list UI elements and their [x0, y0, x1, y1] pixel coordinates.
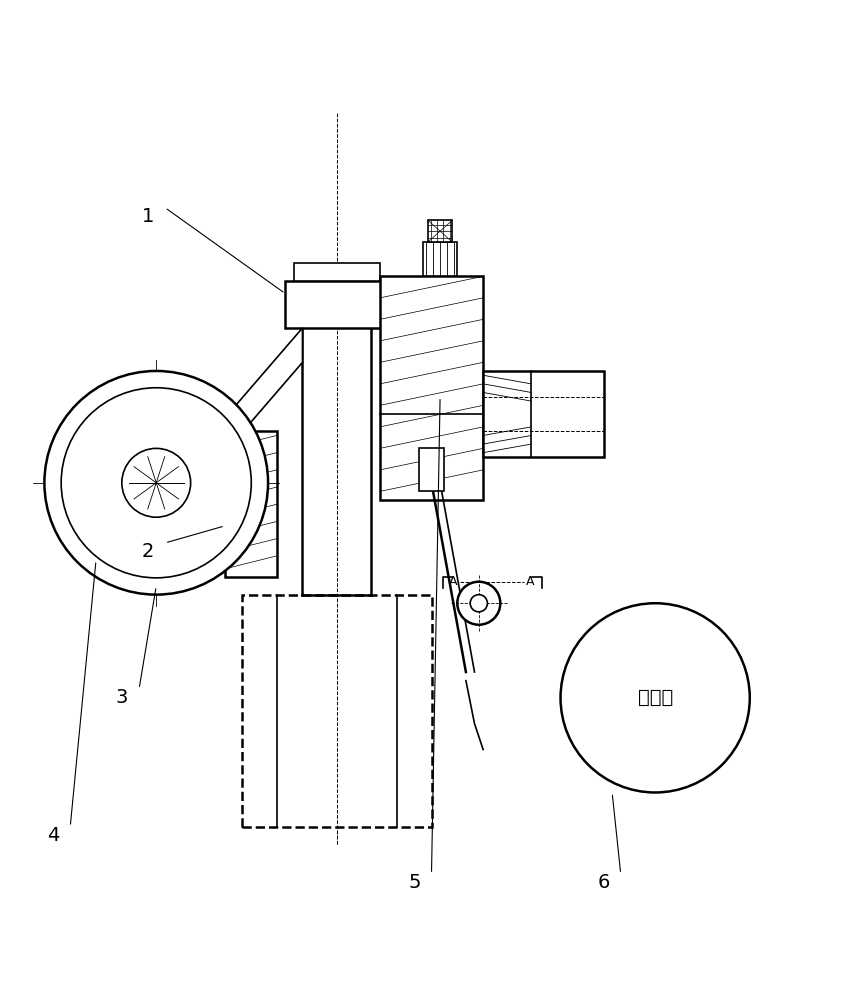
- Circle shape: [122, 448, 191, 517]
- Bar: [428, 220, 452, 242]
- Polygon shape: [184, 328, 302, 500]
- Bar: [483, 371, 603, 457]
- Circle shape: [44, 371, 268, 595]
- Circle shape: [470, 595, 488, 612]
- Bar: [423, 242, 457, 276]
- Bar: [380, 276, 483, 500]
- Text: A: A: [449, 575, 457, 588]
- Circle shape: [457, 582, 501, 625]
- Text: 4: 4: [47, 826, 60, 845]
- Text: 3: 3: [116, 688, 128, 707]
- Bar: [225, 431, 277, 577]
- Text: 5: 5: [408, 873, 420, 892]
- Circle shape: [61, 388, 251, 578]
- Text: 6: 6: [597, 873, 610, 892]
- Text: 百分表: 百分表: [638, 688, 673, 707]
- Text: 2: 2: [142, 542, 154, 561]
- Polygon shape: [419, 448, 444, 491]
- Bar: [294, 263, 380, 281]
- Text: A: A: [526, 575, 535, 588]
- Bar: [191, 440, 225, 569]
- Text: 1: 1: [142, 207, 154, 226]
- Circle shape: [561, 603, 750, 792]
- Bar: [243, 595, 432, 827]
- Bar: [286, 281, 388, 328]
